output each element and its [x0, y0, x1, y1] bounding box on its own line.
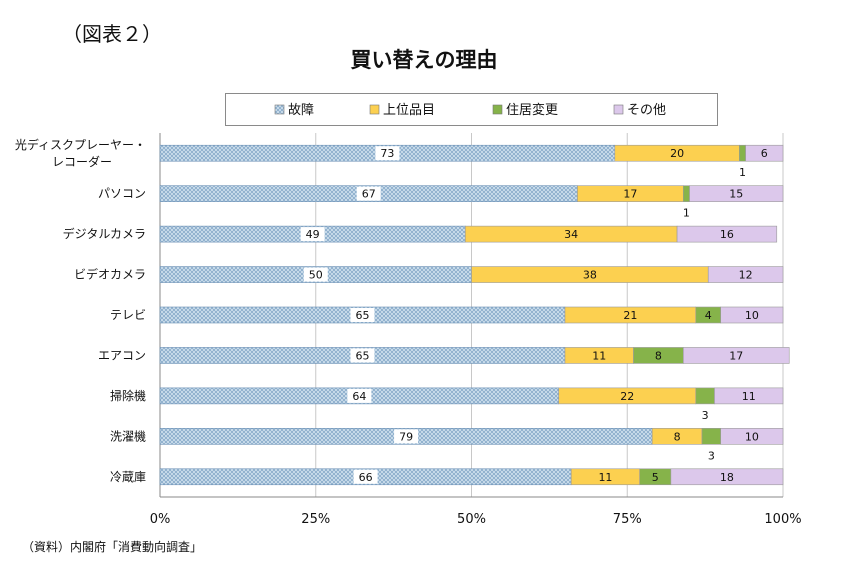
- data-label: 65: [355, 349, 369, 362]
- chart-title: 買い替えの理由: [350, 48, 498, 72]
- category-label: 掃除機: [110, 388, 146, 403]
- data-label: 79: [399, 430, 413, 443]
- category-label-line: 光ディスクプレーヤー・: [15, 137, 146, 152]
- bar-segment: [714, 387, 784, 405]
- data-label: 17: [729, 349, 743, 362]
- legend-label: その他: [627, 103, 666, 118]
- data-label: 3: [708, 449, 715, 462]
- data-label-bg: [303, 267, 328, 282]
- data-label: 1: [739, 166, 746, 179]
- data-label: 8: [655, 349, 662, 362]
- data-label: 66: [359, 471, 373, 484]
- legend-swatch: [369, 104, 380, 115]
- category-label: パソコン: [98, 187, 146, 201]
- legend: [225, 93, 718, 126]
- category-label: 冷蔵庫: [110, 470, 146, 484]
- bar-segment: [720, 306, 784, 324]
- data-label: 11: [598, 471, 612, 484]
- bar-segment: [707, 266, 784, 283]
- data-label: 17: [623, 188, 637, 201]
- x-tick-label: 75%: [613, 512, 642, 527]
- data-label: 1: [683, 207, 690, 220]
- data-label: 10: [745, 309, 759, 322]
- data-label: 65: [355, 309, 369, 322]
- bar-segment: [720, 428, 784, 445]
- data-label: 22: [620, 390, 634, 403]
- category-label: 洗濯機: [110, 428, 146, 443]
- data-label-bg: [353, 469, 378, 484]
- data-label: 11: [592, 349, 606, 362]
- category-label: デジタルカメラ: [63, 226, 146, 241]
- data-label-bg: [350, 348, 375, 363]
- data-label: 38: [583, 269, 597, 282]
- data-label: 11: [742, 390, 756, 403]
- data-label: 49: [306, 228, 320, 241]
- x-tick-label: 100%: [764, 512, 801, 527]
- source-note: （資料）内閣府「消費動向調査」: [22, 540, 203, 554]
- legend-swatch: [613, 104, 624, 115]
- legend-swatch: [492, 104, 503, 115]
- data-label: 16: [720, 228, 734, 241]
- data-label-bg: [356, 186, 381, 201]
- data-label: 10: [745, 430, 759, 443]
- data-label: 4: [705, 309, 712, 322]
- data-label: 64: [352, 390, 366, 403]
- category-label: テレビ: [110, 308, 146, 322]
- legend-swatch: [274, 104, 285, 115]
- figure-label: （図表２）: [62, 22, 162, 46]
- bar-segment: [701, 428, 722, 445]
- data-label-bg: [347, 388, 372, 403]
- data-label-bg: [350, 308, 375, 322]
- x-tick-label: 50%: [457, 512, 486, 527]
- legend-label: 故障: [288, 103, 314, 118]
- data-label-bg: [394, 429, 419, 444]
- data-label: 67: [362, 188, 376, 201]
- data-label-bg: [300, 227, 325, 242]
- bar-segment: [739, 144, 746, 162]
- category-label: ビデオカメラ: [74, 267, 146, 282]
- data-label: 20: [670, 147, 684, 160]
- bar-segment: [683, 185, 690, 202]
- data-label: 12: [739, 269, 753, 282]
- bar-segment: [745, 144, 784, 162]
- data-label-bg: [375, 146, 400, 161]
- data-label: 15: [729, 188, 743, 201]
- data-label: 18: [720, 471, 734, 484]
- bar-segment: [695, 387, 715, 405]
- data-label: 8: [674, 430, 681, 443]
- data-label: 6: [761, 147, 768, 160]
- x-tick-label: 0%: [150, 512, 171, 527]
- bar-segment: [683, 347, 790, 364]
- category-label: 光ディスクプレーヤー・レコーダー: [15, 137, 146, 169]
- category-label-line: レコーダー: [52, 154, 112, 169]
- legend-label: 住居変更: [506, 102, 558, 118]
- data-label: 34: [564, 228, 578, 241]
- data-label: 21: [623, 309, 637, 322]
- data-label: 3: [702, 409, 709, 422]
- data-label: 73: [380, 147, 394, 160]
- bar-segment: [670, 468, 784, 486]
- category-label: エアコン: [98, 348, 146, 362]
- data-label: 5: [652, 471, 659, 484]
- data-label: 50: [309, 269, 323, 282]
- bar-segment: [689, 185, 784, 202]
- bar-segment: [676, 225, 778, 243]
- legend-label: 上位品目: [383, 103, 435, 118]
- x-tick-label: 25%: [301, 512, 330, 527]
